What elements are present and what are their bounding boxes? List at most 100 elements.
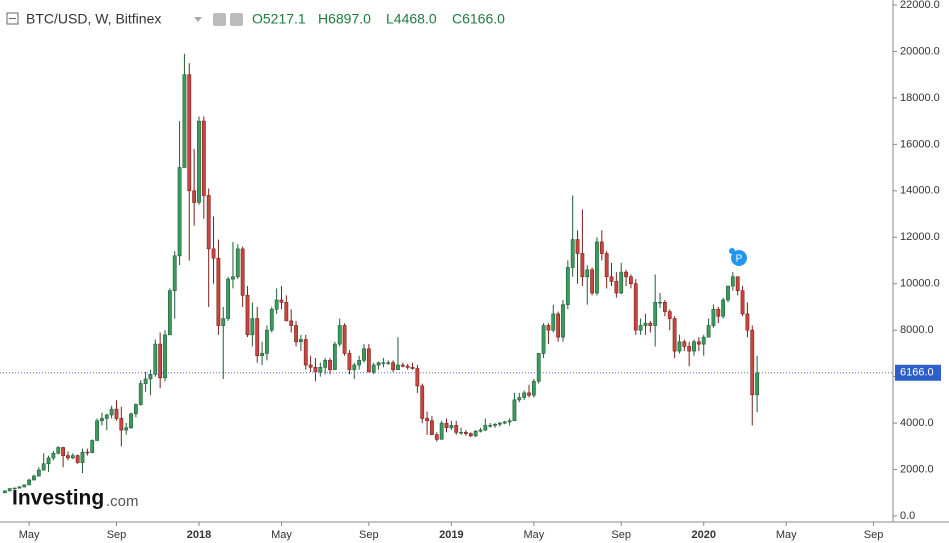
annotation-label[interactable]: P: [736, 254, 743, 265]
candle-body: [682, 341, 687, 347]
compare-icon[interactable]: [230, 13, 243, 26]
candle-body: [551, 313, 556, 331]
y-tick-label: 2000.0: [900, 463, 934, 475]
chart-title: BTC/USD, W, Bitfinex: [26, 11, 161, 27]
candle-body: [299, 339, 303, 343]
candle-body: [740, 290, 745, 315]
candle-body: [391, 362, 396, 370]
y-tick-label: 0.0: [900, 510, 915, 522]
candle-body: [667, 311, 672, 319]
candle-body: [381, 362, 386, 364]
candle-body: [129, 413, 133, 429]
x-tick-label: Sep: [359, 529, 379, 541]
candle-body: [696, 341, 701, 345]
candle-body: [148, 374, 153, 380]
candle-body: [95, 420, 99, 441]
last-price-box: [895, 364, 941, 381]
candle-body: [711, 308, 716, 326]
candle-body: [294, 325, 298, 343]
candle-body: [284, 302, 289, 322]
candle-body: [561, 304, 565, 338]
x-tick-label: Sep: [864, 529, 884, 541]
candle-body: [27, 479, 32, 486]
candle-body: [706, 325, 711, 338]
candle-body: [265, 329, 269, 354]
candle-body: [692, 341, 696, 352]
candle-body: [609, 276, 614, 282]
candle-body: [124, 427, 129, 431]
candle-body: [167, 290, 172, 336]
candle-body: [206, 195, 211, 250]
candle-body: [488, 425, 493, 427]
x-tick-label: May: [776, 529, 797, 541]
close-label: C6166.0: [452, 11, 505, 27]
candle-body: [138, 383, 143, 405]
candle-body: [177, 167, 182, 257]
candle-body: [133, 404, 138, 415]
candle-body: [638, 325, 643, 331]
candle-body: [531, 380, 536, 396]
candle-body: [143, 378, 148, 384]
candle-body: [85, 451, 90, 454]
y-tick-label: 12000.0: [900, 231, 940, 243]
candle-body: [17, 486, 22, 489]
y-tick-label: 16000.0: [900, 138, 940, 150]
candle-body: [303, 339, 308, 366]
candle-body: [197, 120, 201, 203]
dropdown-icon[interactable]: [194, 17, 202, 22]
candle-body: [541, 325, 546, 354]
candle-body: [502, 421, 507, 424]
candle-body: [454, 425, 459, 433]
candle-body: [575, 239, 580, 254]
candle-body: [721, 299, 726, 317]
candle-body: [420, 385, 425, 419]
candle-body: [701, 336, 706, 345]
y-tick-label: 4000.0: [900, 417, 934, 429]
candle-body: [182, 74, 187, 168]
candle-body: [104, 414, 109, 419]
candle-body: [653, 302, 658, 326]
candle-body: [192, 190, 197, 203]
candle-body: [163, 334, 167, 379]
candle-body: [580, 253, 585, 278]
candle-body: [211, 248, 216, 259]
candle-body: [527, 392, 531, 396]
candle-body: [366, 348, 371, 373]
candle-body: [36, 469, 41, 477]
candle-body: [468, 433, 473, 437]
candle-body: [590, 269, 594, 294]
candle-body: [235, 248, 240, 278]
candle-body: [153, 343, 158, 375]
x-tick-label: 2020: [691, 529, 715, 541]
candle-body: [357, 360, 362, 366]
candle-body: [250, 318, 255, 336]
candle-body: [313, 367, 318, 373]
candle-body: [570, 239, 575, 268]
candle-body: [323, 360, 328, 368]
candle-body: [231, 276, 235, 280]
candle-body: [318, 367, 323, 373]
candle-body: [376, 362, 381, 366]
candle-body: [672, 318, 677, 352]
candle-body: [114, 408, 119, 419]
annotation-bubble[interactable]: [731, 250, 747, 266]
candle-body: [337, 325, 342, 345]
settings-icon[interactable]: [213, 13, 226, 26]
candle-body: [240, 248, 245, 296]
y-tick-label: 8000.0: [900, 324, 934, 336]
candle-body: [226, 278, 231, 319]
candle-body: [216, 257, 221, 326]
candle-body: [362, 348, 366, 361]
header-bg: [0, 6, 520, 34]
candle-body: [386, 362, 391, 364]
candle-body: [522, 392, 527, 398]
candle-body: [255, 318, 260, 357]
candle-body: [507, 420, 512, 423]
candle-body: [51, 452, 56, 459]
candle-body: [536, 353, 541, 382]
collapse-icon[interactable]: [6, 12, 19, 25]
candle-body: [371, 364, 376, 373]
candle-body: [260, 353, 264, 357]
candle-body: [662, 302, 667, 312]
candle-body: [643, 322, 648, 326]
